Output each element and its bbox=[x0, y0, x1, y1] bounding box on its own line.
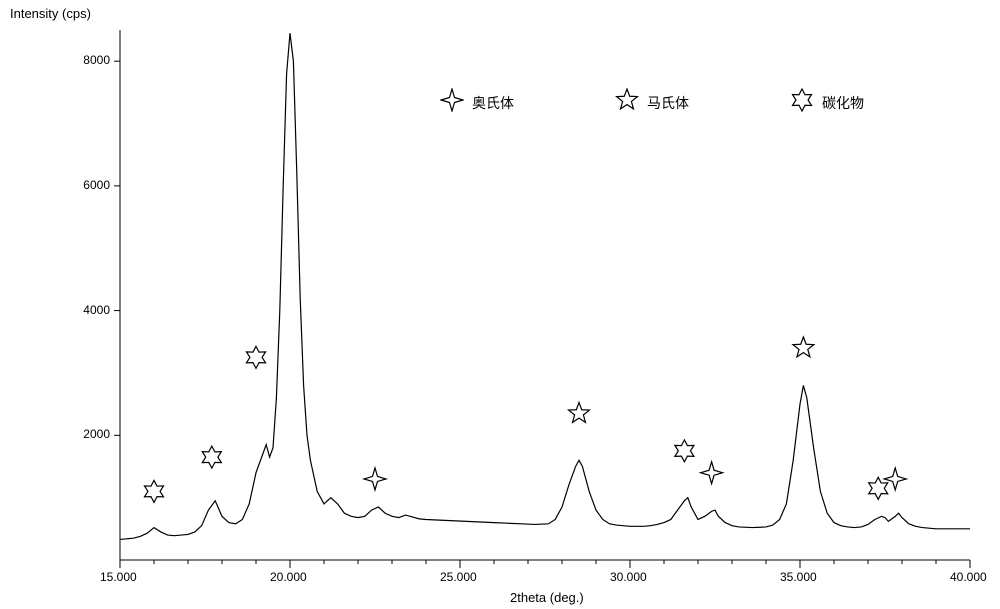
xrd-chart: Intensity (cps) 2000400060008000 15.0002… bbox=[0, 0, 1000, 609]
x-tick-label: 20.000 bbox=[270, 570, 307, 584]
legend-item-austenite: 奥氏体 bbox=[440, 88, 514, 117]
x-tick-label: 25.000 bbox=[440, 570, 477, 584]
legend-label: 碳化物 bbox=[822, 93, 864, 113]
y-tick-label: 2000 bbox=[83, 427, 110, 441]
x-tick-label: 35.000 bbox=[780, 570, 817, 584]
x-axis-label: 2theta (deg.) bbox=[510, 590, 584, 605]
y-tick-label: 6000 bbox=[83, 178, 110, 192]
star5-icon bbox=[615, 88, 639, 117]
legend-label: 奥氏体 bbox=[472, 93, 514, 113]
legend-item-martensite: 马氏体 bbox=[615, 88, 689, 117]
diamond4-icon bbox=[440, 88, 464, 117]
star6-icon bbox=[790, 88, 814, 117]
y-tick-label: 4000 bbox=[83, 303, 110, 317]
x-tick-label: 15.000 bbox=[100, 570, 137, 584]
legend-item-carbide: 碳化物 bbox=[790, 88, 864, 117]
x-tick-label: 40.000 bbox=[950, 570, 987, 584]
x-tick-label: 30.000 bbox=[610, 570, 647, 584]
y-tick-label: 8000 bbox=[83, 53, 110, 67]
legend-label: 马氏体 bbox=[647, 93, 689, 113]
